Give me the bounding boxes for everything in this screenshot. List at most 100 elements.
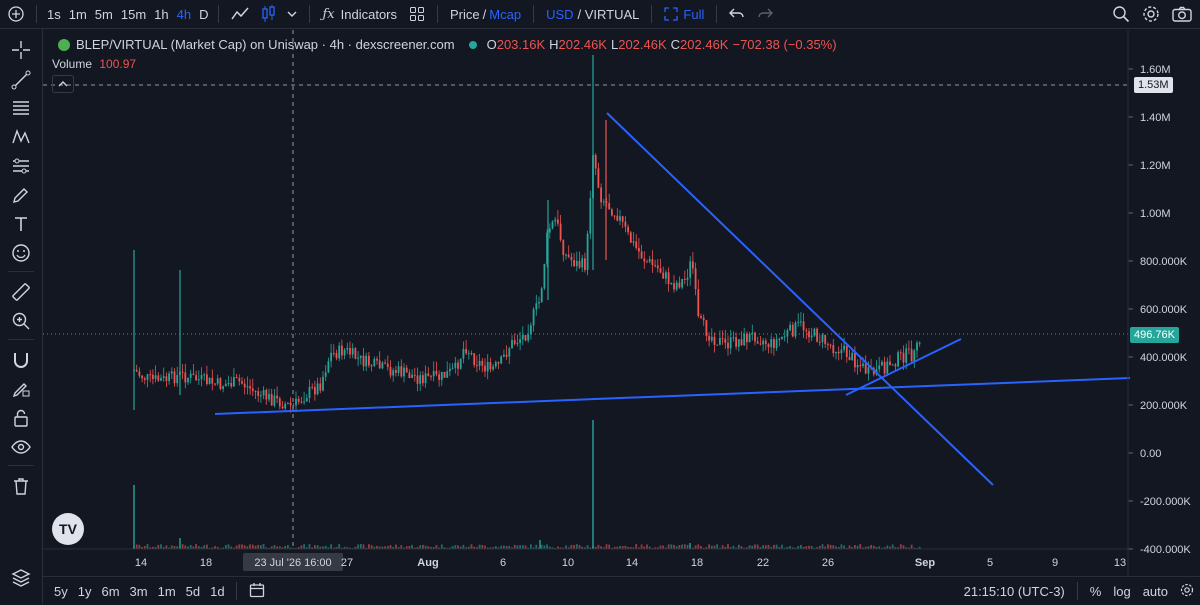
volume-bar xyxy=(783,547,786,549)
price-chart[interactable]: 1.60M 1.40M 1.20M 1.00M 800.000K 600.000K 400.… xyxy=(43,29,1200,576)
interval-5m[interactable]: 5m xyxy=(94,6,113,22)
price-axis[interactable]: 1.60M 1.40M 1.20M 1.00M 800.000K 600.000K 400.… xyxy=(1127,30,1191,576)
range-5d[interactable]: 5d xyxy=(185,583,201,599)
candle xyxy=(897,352,899,367)
forecast-tool[interactable] xyxy=(8,153,34,179)
tradingview-logo[interactable]: TV xyxy=(52,513,84,545)
gear-icon xyxy=(1180,583,1194,596)
candle xyxy=(411,374,413,378)
quick-search-button[interactable] xyxy=(1106,0,1136,28)
volume-bar xyxy=(478,544,481,549)
crosshair-tool[interactable] xyxy=(8,37,34,63)
price-tick-label: 800.000K xyxy=(1140,256,1188,268)
volume-bar xyxy=(165,545,168,549)
candle xyxy=(532,309,535,326)
candle xyxy=(181,371,184,373)
volume-bar xyxy=(870,544,872,549)
candle xyxy=(735,337,737,347)
range-1m[interactable]: 1m xyxy=(157,583,176,599)
candle xyxy=(589,198,592,234)
auto-toggle[interactable]: auto xyxy=(1142,583,1168,599)
interval-1s[interactable]: 1s xyxy=(47,6,61,22)
volume-bar xyxy=(662,545,665,549)
lock-drawings-tool[interactable] xyxy=(8,405,34,431)
log-toggle[interactable]: log xyxy=(1113,583,1131,599)
divider xyxy=(437,5,439,23)
candle xyxy=(157,375,160,381)
horizontal-lines-tool[interactable] xyxy=(8,95,34,121)
volume-bar xyxy=(481,544,484,549)
price-tick-label: 1.60M xyxy=(1140,64,1171,76)
time-axis[interactable]: 14 18 23 Jul '26 16:00 27 Aug 6 10 14 18 22 26 Sep 5… xyxy=(43,548,1128,571)
redo-button[interactable] xyxy=(751,0,779,28)
indicators-button[interactable]: ƒx Indicators xyxy=(316,0,403,28)
candle xyxy=(254,390,257,392)
interval-D[interactable]: D xyxy=(199,6,209,22)
candle xyxy=(492,366,494,370)
candle xyxy=(511,340,513,349)
layouts-button[interactable] xyxy=(403,0,431,28)
candle xyxy=(791,324,794,337)
add-symbol-button[interactable] xyxy=(0,0,30,28)
currency-toggle[interactable]: USD / VIRTUAL xyxy=(540,0,645,28)
object-tree-button[interactable] xyxy=(8,565,34,591)
emoji-tool[interactable] xyxy=(8,240,34,266)
chart-type-dropdown[interactable] xyxy=(281,0,303,28)
measure-tool[interactable] xyxy=(8,279,34,305)
chart-candle-type-button[interactable] xyxy=(255,0,281,28)
candle xyxy=(624,221,627,227)
volume-bar xyxy=(524,545,527,549)
interval-1m[interactable]: 1m xyxy=(68,6,87,22)
volume-bar xyxy=(551,547,554,549)
draw-mode-tool[interactable] xyxy=(8,376,34,402)
volume-bar xyxy=(308,544,311,549)
candle xyxy=(727,342,729,349)
candle xyxy=(465,349,467,354)
volume-bar xyxy=(675,546,678,549)
range-5y[interactable]: 5y xyxy=(54,583,68,599)
goto-date-button[interactable] xyxy=(243,582,271,601)
candle xyxy=(430,375,432,377)
undo-button[interactable] xyxy=(723,0,751,28)
interval-1h[interactable]: 1h xyxy=(154,6,169,22)
candle xyxy=(424,373,427,384)
price-mcap-toggle[interactable]: Price / Mcap xyxy=(450,6,522,22)
pattern-tool[interactable] xyxy=(8,124,34,150)
candle xyxy=(289,402,292,406)
brush-tool[interactable] xyxy=(8,182,34,208)
interval-15m[interactable]: 15m xyxy=(120,6,147,22)
overlay-layer xyxy=(43,30,1128,549)
candle xyxy=(916,342,918,351)
collapse-legend-button[interactable] xyxy=(52,75,74,93)
candle xyxy=(654,265,656,267)
redo-icon xyxy=(758,8,774,18)
fullscreen-button[interactable]: Full xyxy=(658,0,710,28)
zoom-in-tool[interactable] xyxy=(8,308,34,334)
magnet-tool[interactable] xyxy=(8,347,34,373)
volume-bar xyxy=(640,544,643,549)
range-6m[interactable]: 6m xyxy=(101,583,120,599)
chart-settings-button[interactable] xyxy=(1174,583,1200,600)
range-1y[interactable]: 1y xyxy=(77,583,92,599)
settings-button[interactable] xyxy=(1136,0,1166,28)
range-1d[interactable]: 1d xyxy=(210,583,225,599)
volume-bar-spike xyxy=(539,540,541,549)
candle xyxy=(789,324,791,331)
trend-line-tool[interactable] xyxy=(8,67,34,93)
candle xyxy=(395,370,397,373)
text-tool[interactable] xyxy=(8,211,34,237)
remove-drawings-tool[interactable] xyxy=(8,473,34,499)
interval-4h[interactable]: 4h xyxy=(176,6,192,22)
candle xyxy=(389,366,392,376)
volume-bar xyxy=(816,547,818,549)
candle xyxy=(284,403,287,409)
range-3m[interactable]: 3m xyxy=(129,583,148,599)
chart-line-type-button[interactable] xyxy=(225,0,255,28)
hide-drawings-tool[interactable] xyxy=(8,434,34,460)
volume-bar xyxy=(889,546,891,549)
timezone-display[interactable]: 21:15:10 (UTC-3) xyxy=(963,583,1065,599)
percent-toggle[interactable]: % xyxy=(1089,583,1102,599)
screenshot-button[interactable] xyxy=(1166,0,1200,28)
symbol-title[interactable]: BLEP/VIRTUAL (Market Cap) on Uniswap · 4… xyxy=(76,37,455,52)
candle xyxy=(584,258,586,271)
